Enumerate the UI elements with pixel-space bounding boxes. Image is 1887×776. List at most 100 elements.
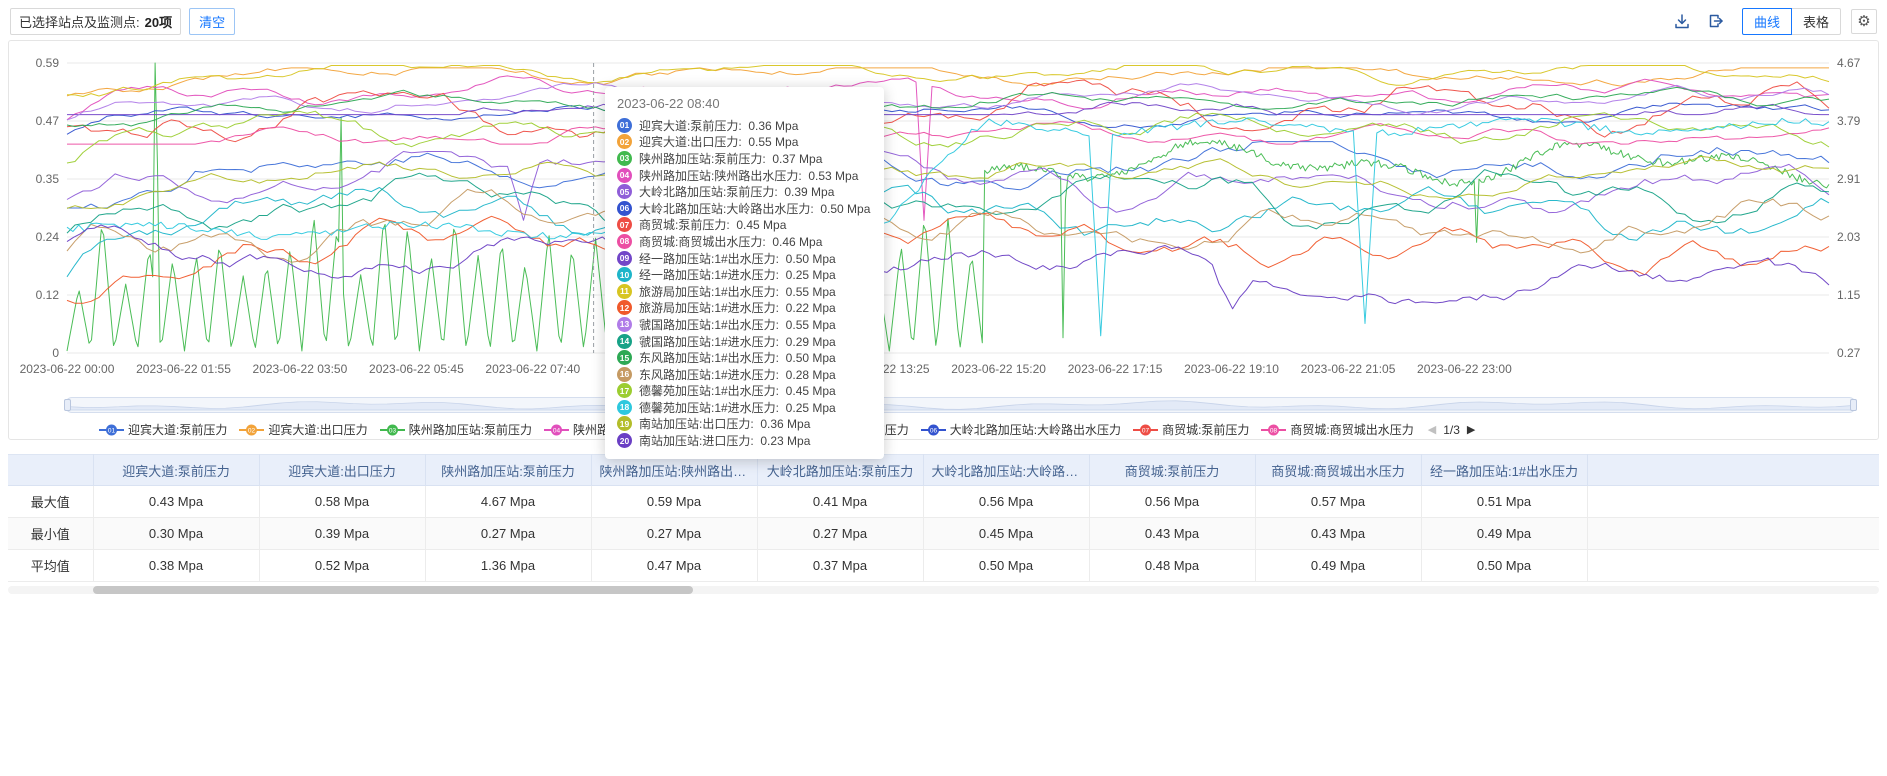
tooltip-series-row: 10 经一路加压站:1#进水压力: 0.25 Mpa <box>617 266 870 283</box>
svg-text:2023-06-22 23:00: 2023-06-22 23:00 <box>1417 362 1512 376</box>
horizontal-scrollbar[interactable] <box>8 586 1879 594</box>
tooltip-series-text: 陕州路加压站:泵前压力: 0.37 Mpa <box>639 151 823 166</box>
legend-item-label: 迎宾大道:出口压力 <box>268 423 368 437</box>
column-header[interactable]: 迎宾大道:出口压力 <box>259 454 426 486</box>
tooltip-series-row: 05 大岭北路加压站:泵前压力: 0.39 Mpa <box>617 183 870 200</box>
svg-text:1.15: 1.15 <box>1837 288 1861 302</box>
column-header[interactable]: 迎宾大道:泵前压力 <box>93 454 260 486</box>
series-badge: 07 <box>617 217 632 233</box>
legend-item[interactable]: 02 迎宾大道:出口压力 <box>239 421 368 438</box>
tooltip-series-row: 11 旅游局加压站:1#出水压力: 0.55 Mpa <box>617 283 870 300</box>
tooltip-series-text: 陕州路加压站:陕州路出水压力: 0.53 Mpa <box>639 168 859 183</box>
legend-marker-icon: 01 <box>99 424 124 435</box>
series-badge: 08 <box>617 233 632 249</box>
stat-cell: 0.30 Mpa <box>93 517 260 550</box>
svg-text:0.47: 0.47 <box>36 114 60 128</box>
series-badge: 12 <box>617 300 632 316</box>
tooltip-series-row: 19 南站加压站:出口压力: 0.36 Mpa <box>617 416 870 433</box>
selection-label: 已选择站点及监测点: <box>19 14 140 30</box>
tooltip-series-text: 商贸城:商贸城出水压力: 0.46 Mpa <box>639 234 823 249</box>
export-icon <box>1709 14 1723 28</box>
svg-text:2023-06-22 03:50: 2023-06-22 03:50 <box>253 362 348 376</box>
stat-cell: 0.59 Mpa <box>591 485 758 518</box>
legend-next-button[interactable]: ▶ <box>1466 424 1476 436</box>
legend-marker-icon: 02 <box>239 424 265 435</box>
legend-marker-icon: 04 <box>544 424 570 435</box>
column-header[interactable]: 陕州路加压站:泵前压力 <box>425 454 592 486</box>
tooltip-rows: 01 迎宾大道:泵前压力: 0.36 Mpa 02 迎宾大道:出口压力: 0.55 M… <box>617 117 870 449</box>
stat-cell: 4.67 Mpa <box>425 485 592 518</box>
series-badge: 02 <box>617 134 632 150</box>
export-button[interactable] <box>1704 9 1728 33</box>
stat-cell: 0.27 Mpa <box>757 517 924 550</box>
series-badge: 14 <box>617 333 632 349</box>
tooltip-series-text: 南站加压站:出口压力: 0.36 Mpa <box>639 417 811 432</box>
svg-text:04: 04 <box>553 427 561 434</box>
tooltip-series-row: 04 陕州路加压站:陕州路出水压力: 0.53 Mpa <box>617 167 870 184</box>
column-header[interactable]: 商贸城:商贸城出水压力 <box>1255 454 1422 486</box>
legend-item[interactable]: 07 商贸城:泵前压力 <box>1133 421 1249 438</box>
svg-text:2023-06-22 21:05: 2023-06-22 21:05 <box>1301 362 1396 376</box>
column-header[interactable]: 商贸城:泵前压力 <box>1089 454 1256 486</box>
series-badge: 11 <box>617 283 632 299</box>
legend-item[interactable]: 06 大岭北路加压站:大岭路出水压力 <box>920 421 1121 438</box>
legend-marker-icon: 06 <box>920 424 946 435</box>
svg-text:4.67: 4.67 <box>1837 56 1861 70</box>
svg-text:2.91: 2.91 <box>1837 172 1861 186</box>
legend-item[interactable]: 03 陕州路加压站:泵前压力 <box>379 421 532 438</box>
line-chart[interactable]: 0 0.27 0.12 1.15 0.24 2.03 0.35 2.91 0.47 3.79 0.5… <box>9 47 1878 391</box>
stat-cell: 0.57 Mpa <box>1255 485 1422 518</box>
clear-button[interactable]: 清空 <box>189 7 236 35</box>
series-badge: 09 <box>617 250 632 266</box>
row-filler <box>1587 517 1879 550</box>
svg-text:0: 0 <box>52 346 59 360</box>
tooltip-series-text: 东风路加压站:1#进水压力: 0.28 Mpa <box>639 367 836 382</box>
tooltip-series-text: 经一路加压站:1#出水压力: 0.50 Mpa <box>639 251 836 266</box>
legend-item[interactable]: 01 迎宾大道:泵前压力 <box>99 421 227 438</box>
svg-text:2023-06-22 01:55: 2023-06-22 01:55 <box>136 362 231 376</box>
legend-pager: ◀ 1/3 ▶ <box>1428 423 1476 437</box>
tooltip-series-text: 商贸城:泵前压力: 0.45 Mpa <box>639 218 787 233</box>
stat-cell: 0.52 Mpa <box>259 549 426 582</box>
tooltip-series-row: 06 大岭北路加压站:大岭路出水压力: 0.50 Mpa <box>617 200 870 217</box>
stat-cell: 0.56 Mpa <box>1089 485 1256 518</box>
series-badge: 06 <box>617 200 632 216</box>
view-toggle: 曲线 表格 <box>1741 7 1841 35</box>
stat-cell: 0.50 Mpa <box>1421 549 1588 582</box>
tooltip-series-text: 迎宾大道:泵前压力: 0.36 Mpa <box>639 118 799 133</box>
tooltip-series-text: 德馨苑加压站:1#出水压力: 0.45 Mpa <box>639 384 836 399</box>
svg-text:2023-06-22 17:15: 2023-06-22 17:15 <box>1068 362 1163 376</box>
stat-cell: 0.43 Mpa <box>1089 517 1256 550</box>
row-filler <box>1587 485 1879 518</box>
stat-cell: 0.48 Mpa <box>1089 549 1256 582</box>
column-header[interactable]: 大岭北路加压站:泵前压力 <box>757 454 924 486</box>
series-badge: 03 <box>617 150 632 166</box>
tooltip-series-text: 旅游局加压站:1#进水压力: 0.22 Mpa <box>639 301 836 316</box>
top-toolbar: 已选择站点及监测点: 20项 清空 曲线 表格 ⚙ <box>10 7 1877 35</box>
scrollbar-thumb[interactable] <box>93 586 693 594</box>
table-header-row: 迎宾大道:泵前压力 迎宾大道:出口压力 陕州路加压站:泵前压力 陕州路加压站:陕州路出… <box>8 454 1879 486</box>
svg-text:2023-06-22 07:40: 2023-06-22 07:40 <box>485 362 580 376</box>
stat-cell: 0.49 Mpa <box>1421 517 1588 550</box>
table-view-button[interactable]: 表格 <box>1790 7 1841 35</box>
stat-cell: 1.36 Mpa <box>425 549 592 582</box>
tooltip-series-text: 南站加压站:进口压力: 0.23 Mpa <box>639 434 811 449</box>
legend-item[interactable]: 08 商贸城:商贸城出水压力 <box>1261 421 1414 438</box>
svg-text:06: 06 <box>930 427 938 434</box>
download-button[interactable] <box>1670 9 1694 33</box>
datazoom-slider[interactable] <box>62 397 1859 413</box>
table-row: 最大值 0.43 Mpa 0.58 Mpa 4.67 Mpa 0.59 Mpa 0.41 … <box>8 485 1879 518</box>
tooltip-series-text: 大岭北路加压站:泵前压力: 0.39 Mpa <box>639 185 835 200</box>
stat-cell: 0.38 Mpa <box>93 549 260 582</box>
selection-count: 20项 <box>144 14 173 30</box>
column-header[interactable]: 经一路加压站:1#出水压力 <box>1421 454 1588 486</box>
column-header[interactable]: 陕州路加压站:陕州路出水压力 <box>591 454 758 486</box>
column-header[interactable]: 大岭北路加压站:大岭路出水压力 <box>923 454 1090 486</box>
legend-prev-button[interactable]: ◀ <box>1427 424 1437 436</box>
datazoom-shadow <box>62 400 1859 411</box>
settings-button[interactable]: ⚙ <box>1851 8 1877 34</box>
curve-view-button[interactable]: 曲线 <box>1741 7 1792 35</box>
legend-item-label: 商贸城:商贸城出水压力 <box>1290 423 1414 437</box>
svg-text:03: 03 <box>389 427 397 434</box>
